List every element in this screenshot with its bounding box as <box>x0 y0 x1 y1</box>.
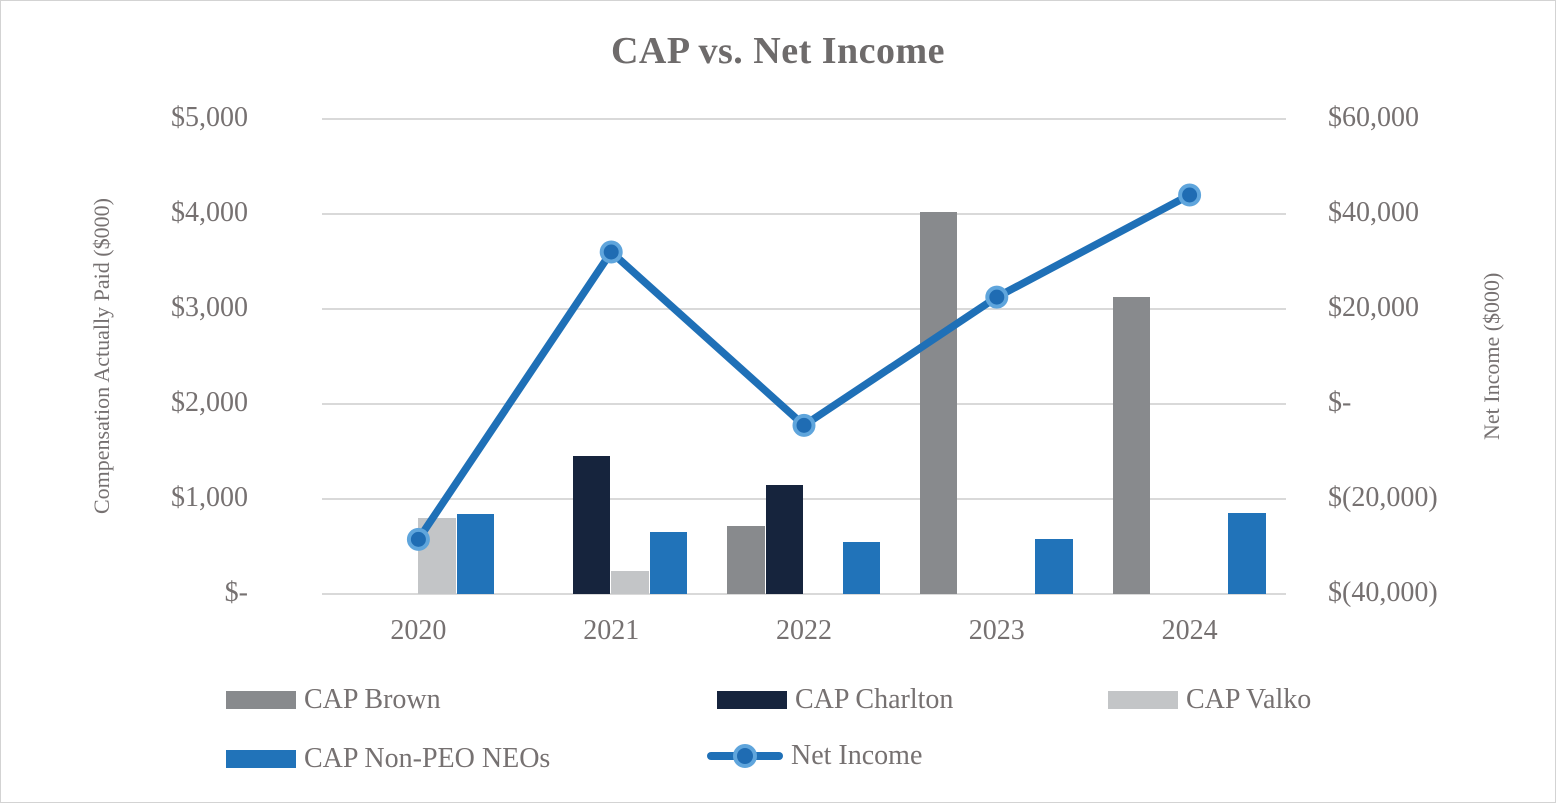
net-income-marker-2020 <box>406 527 430 551</box>
x-axis-tick-label: 2021 <box>583 615 640 646</box>
legend-item-net-income: Net Income <box>707 741 922 771</box>
right-axis-tick-label: $(20,000) <box>1328 482 1438 513</box>
bar-cap-valko-2021 <box>611 571 649 594</box>
right-axis-tick-label: $- <box>1328 387 1352 418</box>
x-axis-tick-label: 2024 <box>1161 615 1218 646</box>
legend-label-net-income: Net Income <box>791 740 923 771</box>
bar-cap-non-peo-neos-2020 <box>456 514 495 594</box>
gridline <box>322 213 1286 215</box>
net-income-line-layer <box>406 183 1202 551</box>
net-income-marker-2021 <box>599 240 623 264</box>
left-axis-tick-label: $3,000 <box>171 292 248 323</box>
gridline <box>322 118 1286 120</box>
legend-label-cap-valko: CAP Valko <box>1186 684 1312 715</box>
legend-swatch-cap-non-peo-neos <box>226 750 296 768</box>
bar-cap-charlton-2021 <box>572 456 611 594</box>
legend-swatch-cap-charlton <box>717 691 787 709</box>
gridline <box>322 593 1286 595</box>
left-axis-tick-label: $4,000 <box>171 197 248 228</box>
legend-label-cap-charlton: CAP Charlton <box>795 684 954 715</box>
legend-item-cap-charlton: CAP Charlton <box>717 685 953 715</box>
right-axis-tick-label: $(40,000) <box>1328 577 1438 608</box>
bar-cap-non-peo-neos-2022 <box>842 541 880 594</box>
net-income-marker-2024 <box>1178 183 1202 207</box>
right-axis-tick-label: $60,000 <box>1328 102 1419 133</box>
left-axis-tick-label: $1,000 <box>171 482 248 513</box>
right-axis-tick-label: $40,000 <box>1328 197 1419 228</box>
net-income-line <box>415 191 1192 542</box>
bar-cap-charlton-2022 <box>765 484 803 594</box>
net-income-marker-2023 <box>985 285 1009 309</box>
right-axis-tick-label: $20,000 <box>1328 292 1419 323</box>
legend-label-cap-non-peo-neos: CAP Non-PEO NEOs <box>304 743 551 774</box>
legend-swatch-cap-brown <box>226 691 296 709</box>
legend-item-cap-non-peo-neos: CAP Non-PEO NEOs <box>226 744 550 774</box>
legend-label-cap-brown: CAP Brown <box>304 684 441 715</box>
x-axis-tick-label: 2022 <box>776 615 832 646</box>
bar-cap-non-peo-neos-2021 <box>649 532 688 594</box>
legend-swatch-net-income <box>707 744 783 768</box>
bar-cap-brown-2022 <box>727 525 765 594</box>
net-income-marker-sample <box>733 744 757 768</box>
left-axis-tick-label: $- <box>224 577 248 608</box>
bar-cap-non-peo-neos-2023 <box>1035 539 1073 594</box>
x-axis-tick-label: 2020 <box>390 615 447 646</box>
legend-item-cap-valko: CAP Valko <box>1108 685 1311 715</box>
gridline <box>322 308 1286 310</box>
legend-swatch-cap-valko <box>1108 691 1178 709</box>
bar-cap-non-peo-neos-2024 <box>1228 513 1266 594</box>
chart-title: CAP vs. Net Income <box>610 30 946 72</box>
bar-cap-brown-2023 <box>919 212 958 594</box>
gridline <box>322 498 1286 500</box>
bar-cap-brown-2024 <box>1112 296 1151 594</box>
legend-item-cap-brown: CAP Brown <box>226 685 441 715</box>
gridline <box>322 403 1286 405</box>
left-axis-tick-label: $2,000 <box>171 387 248 418</box>
x-axis-tick-label: 2023 <box>968 615 1025 646</box>
net-income-marker-2022 <box>792 413 816 437</box>
left-axis-tick-label: $5,000 <box>171 102 248 133</box>
